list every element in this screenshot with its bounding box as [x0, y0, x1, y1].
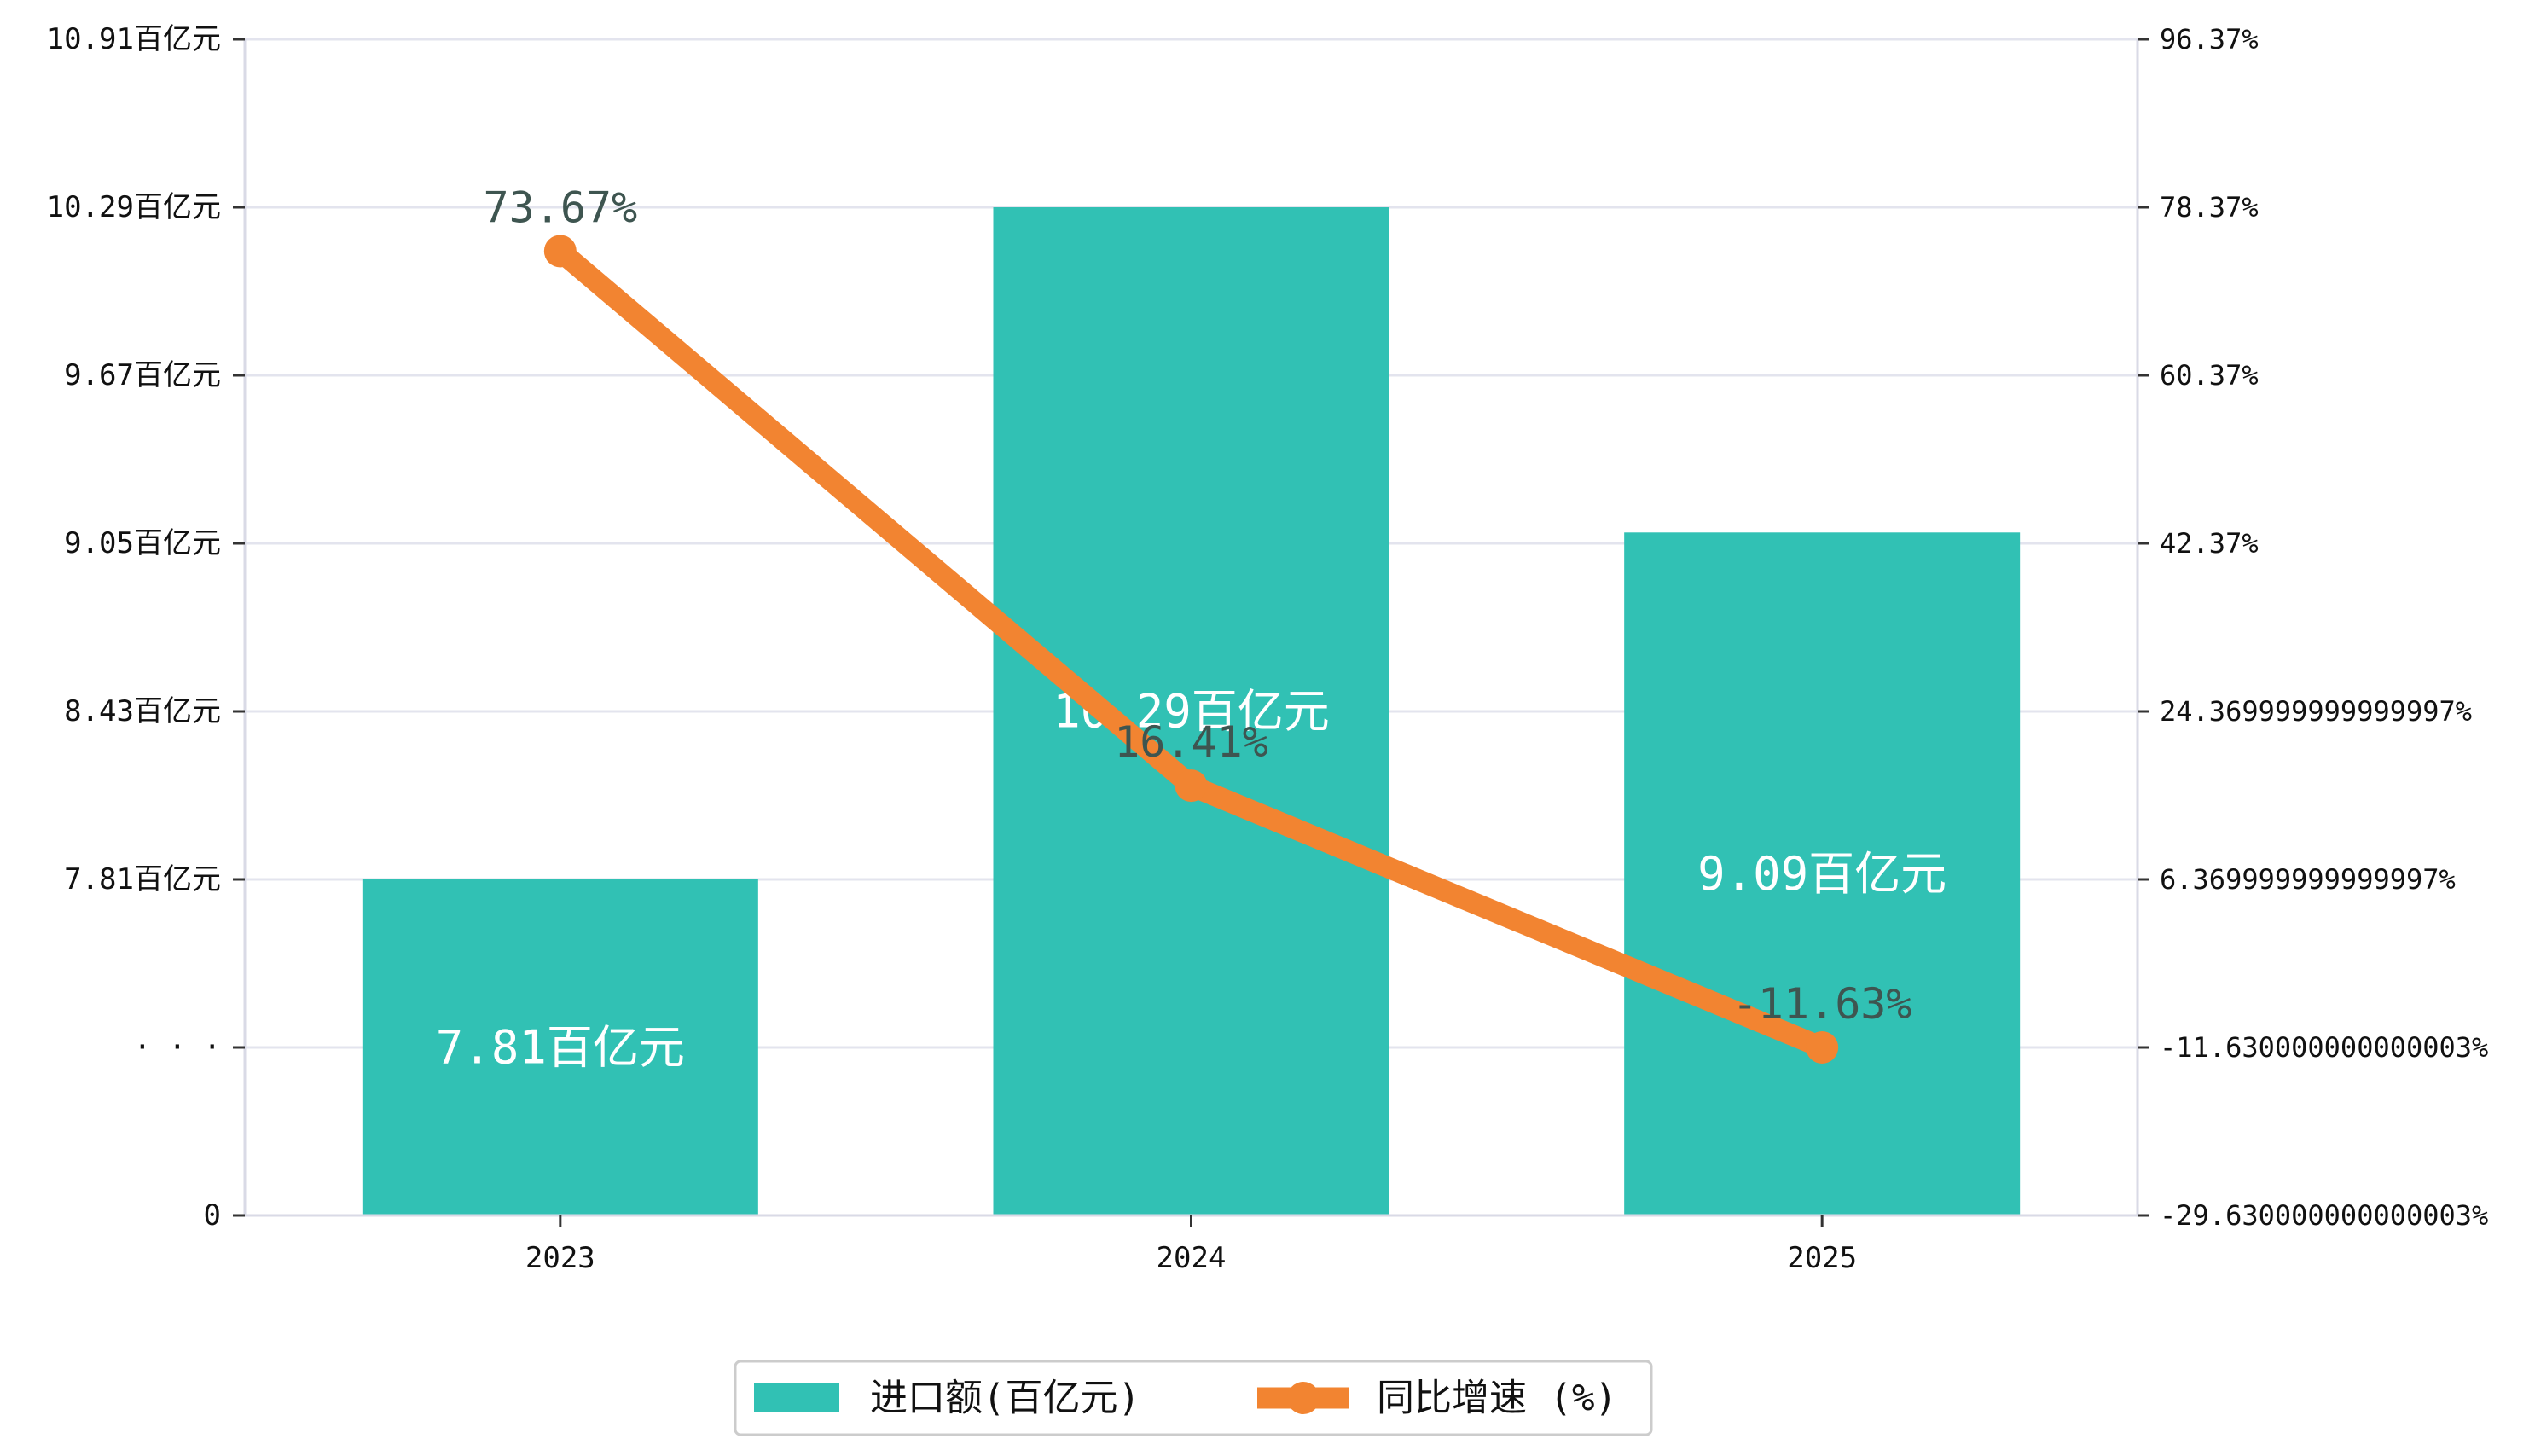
left-tick-label: 8.43百亿元 — [64, 694, 221, 728]
x-tick-label: 2024 — [1157, 1241, 1227, 1275]
right-tick-label: 60.37% — [2160, 359, 2259, 392]
bar-series — [362, 207, 2021, 1215]
bar-2024 — [993, 207, 1389, 1215]
legend: 进口额(百亿元) 同比增速 (%) — [734, 1360, 1653, 1436]
bar-data-label: 9.09百亿元 — [1697, 847, 1946, 901]
right-tick-label: 96.37% — [2160, 23, 2259, 55]
right-tick-label: 42.37% — [2160, 527, 2259, 560]
left-tick-label: 7.81百亿元 — [64, 862, 221, 896]
line-point-2023 — [543, 235, 577, 268]
line-point-2024 — [1175, 769, 1208, 803]
left-tick-label: 9.67百亿元 — [64, 358, 221, 392]
x-tick-label: 2025 — [1787, 1241, 1857, 1275]
line-data-labels: 73.67% 16.41% -11.63% — [484, 183, 1912, 1029]
left-tick-label: 10.29百亿元 — [47, 190, 221, 224]
axes: 0 · · · 7.81百亿元 8.43百亿元 9.05百亿元 9.67百亿元 10.29百… — [47, 22, 2489, 1275]
x-tick-label: 2023 — [525, 1241, 595, 1275]
legend-label-bar: 进口额(百亿元) — [870, 1377, 1140, 1420]
bar-2023 — [362, 879, 758, 1215]
right-tick-label: -11.630000000000003% — [2160, 1031, 2488, 1064]
line-data-label: -11.63% — [1732, 979, 1912, 1029]
legend-box — [734, 1360, 1653, 1436]
legend-label-line: 同比增速 (%) — [1377, 1377, 1617, 1420]
right-tick-label: 24.369999999999997% — [2160, 695, 2472, 728]
left-tick-label: · · · — [134, 1030, 221, 1064]
legend-swatch-bar — [754, 1383, 839, 1412]
right-tick-label: 78.37% — [2160, 191, 2259, 223]
left-tick-label: 9.05百亿元 — [64, 526, 221, 560]
line-data-label: 73.67% — [484, 183, 638, 232]
left-tick-label: 0 — [204, 1198, 221, 1233]
right-tick-label: 6.369999999999997% — [2160, 863, 2456, 896]
left-tick-label: 10.91百亿元 — [47, 22, 221, 56]
right-tick-label: -29.630000000000003% — [2160, 1199, 2488, 1232]
line-point-2025 — [1806, 1031, 1839, 1064]
bar-data-label: 7.81百亿元 — [436, 1021, 685, 1075]
legend-marker-line — [1287, 1382, 1320, 1414]
line-data-label: 16.41% — [1114, 717, 1268, 767]
bar-2025 — [1624, 532, 2021, 1215]
line-series — [543, 235, 1839, 1064]
